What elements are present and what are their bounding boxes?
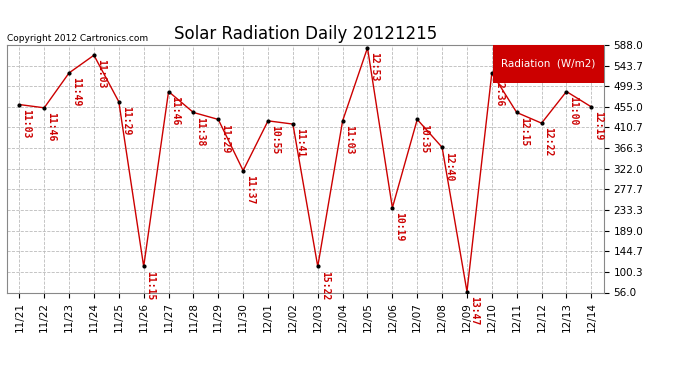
Text: 12:15: 12:15	[519, 117, 529, 146]
Text: 15:22: 15:22	[319, 271, 330, 300]
Text: 13:47: 13:47	[469, 296, 479, 325]
Text: 11:37: 11:37	[245, 175, 255, 204]
Text: 11:49: 11:49	[71, 77, 81, 106]
Text: 11:29: 11:29	[121, 106, 130, 135]
Text: 12:22: 12:22	[544, 128, 553, 157]
Text: 12:36: 12:36	[494, 77, 504, 106]
Text: 11:15: 11:15	[146, 271, 156, 300]
Text: 11:46: 11:46	[170, 96, 181, 125]
Text: 11:29: 11:29	[220, 124, 230, 153]
Text: 12:19: 12:19	[593, 111, 603, 140]
Text: 11:03: 11:03	[96, 59, 106, 89]
Text: 11:41: 11:41	[295, 128, 305, 158]
Text: 12:40: 12:40	[444, 152, 454, 181]
Text: 10:35: 10:35	[420, 124, 429, 153]
Text: 11:00: 11:00	[569, 96, 578, 125]
Text: 12:53: 12:53	[369, 52, 380, 81]
Text: 10:55: 10:55	[270, 125, 280, 154]
Text: 11:46: 11:46	[46, 112, 56, 141]
Text: 11:03: 11:03	[21, 109, 31, 138]
Text: 11:03: 11:03	[344, 125, 355, 154]
Text: Radiation  (W/m2): Radiation (W/m2)	[502, 59, 595, 69]
Title: Solar Radiation Daily 20121215: Solar Radiation Daily 20121215	[174, 26, 437, 44]
Text: Copyright 2012 Cartronics.com: Copyright 2012 Cartronics.com	[7, 33, 148, 42]
Text: 11:38: 11:38	[195, 117, 206, 146]
Text: 10:19: 10:19	[394, 212, 404, 242]
